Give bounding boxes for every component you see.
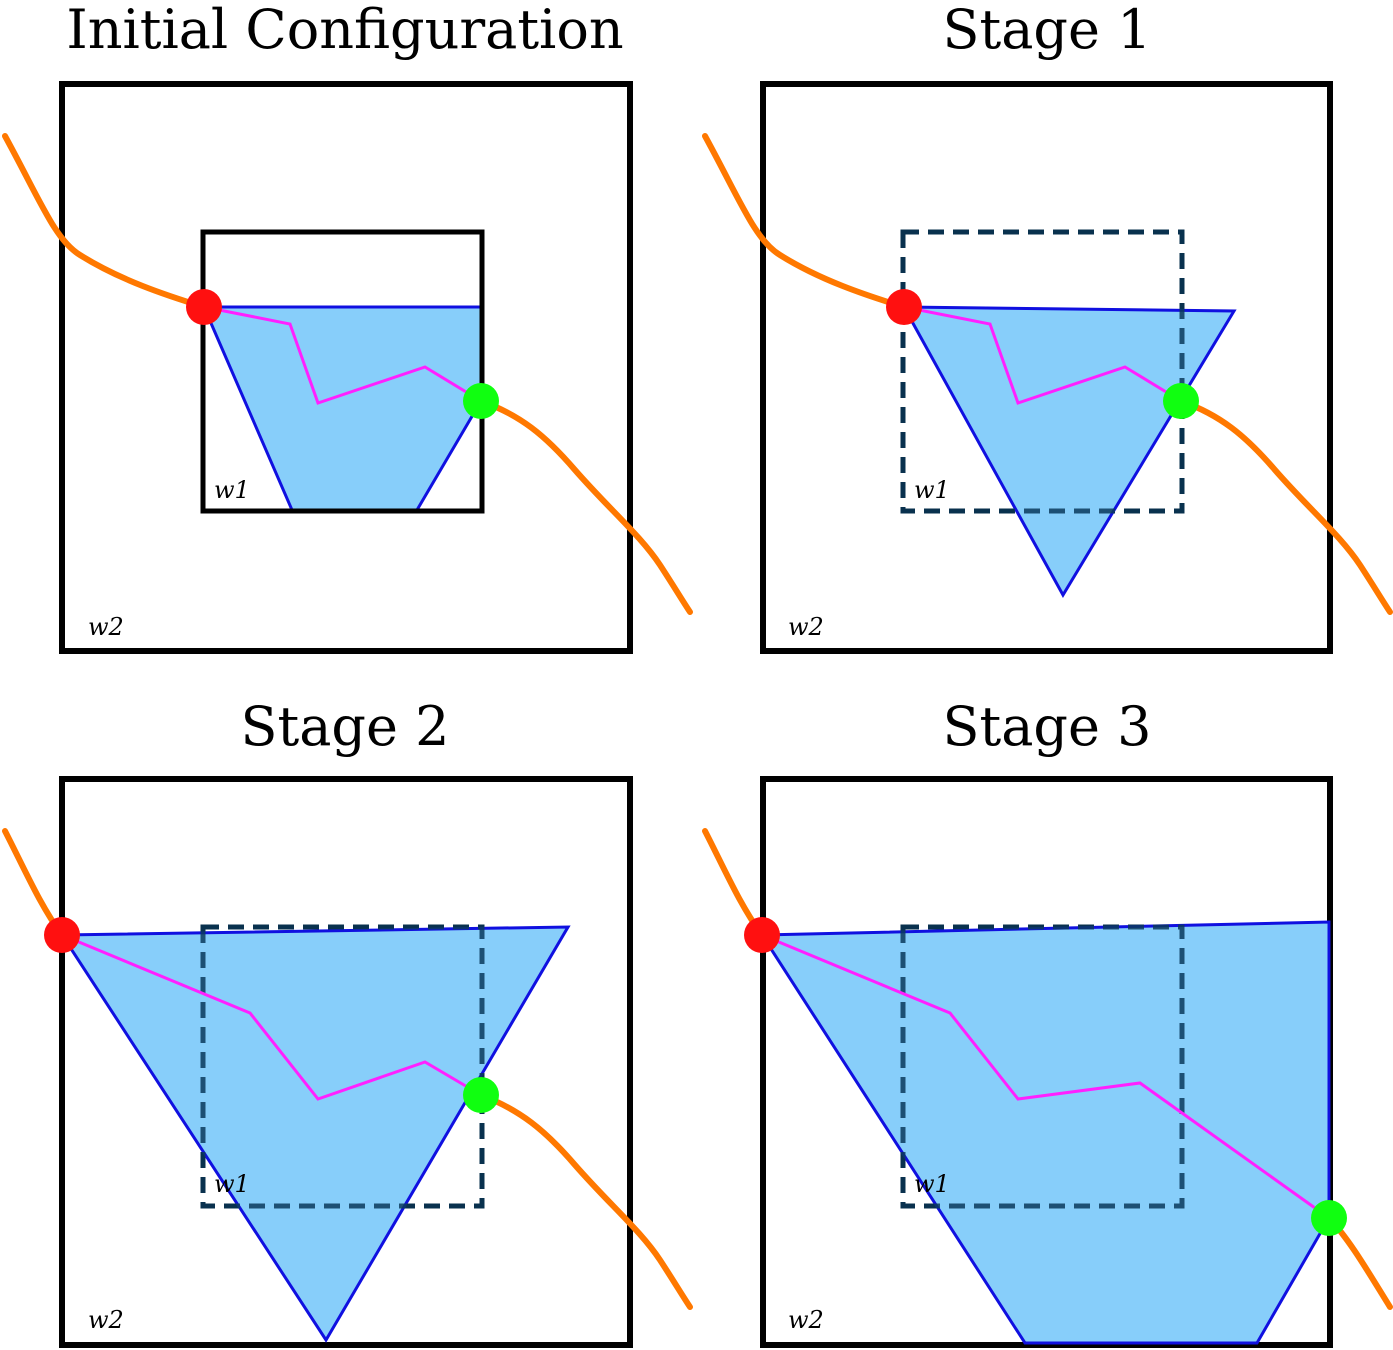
panel-initial-configuration: Initial Configuration w1 w2 <box>5 0 690 651</box>
w2-label: w2 <box>88 1306 124 1334</box>
reachable-region <box>904 307 1234 595</box>
w1-label: w1 <box>214 1170 250 1198</box>
trajectory-curve-right <box>1181 401 1390 612</box>
w1-label: w1 <box>914 1170 950 1198</box>
panel-stage-1: Stage 1 w1 w2 <box>705 0 1390 651</box>
w1-label: w1 <box>914 476 950 504</box>
trajectory-curve-right <box>481 1095 690 1307</box>
w2-label: w2 <box>788 1306 824 1334</box>
start-point <box>44 917 80 953</box>
w2-label: w2 <box>788 613 824 641</box>
trajectory-curve-left <box>705 136 904 307</box>
panel-title: Initial Configuration <box>66 0 623 61</box>
reachable-region <box>62 927 568 1340</box>
start-point <box>744 917 780 953</box>
goal-point <box>1163 383 1199 419</box>
panel-title: Stage 1 <box>943 0 1152 61</box>
trajectory-curve-right <box>481 401 690 612</box>
goal-point <box>463 383 499 419</box>
panel-title: Stage 3 <box>943 695 1152 758</box>
trajectory-curve-left <box>5 136 204 307</box>
start-point <box>186 289 222 325</box>
goal-point <box>463 1077 499 1113</box>
w2-label: w2 <box>88 613 124 641</box>
reachable-region <box>762 922 1329 1343</box>
start-point <box>886 289 922 325</box>
panel-title: Stage 2 <box>241 695 450 758</box>
panel-stage-2: Stage 2 w1 w2 <box>5 695 690 1345</box>
goal-point <box>1311 1200 1347 1236</box>
w1-label: w1 <box>214 476 250 504</box>
panel-stage-3: Stage 3 w1 w2 <box>705 695 1390 1345</box>
